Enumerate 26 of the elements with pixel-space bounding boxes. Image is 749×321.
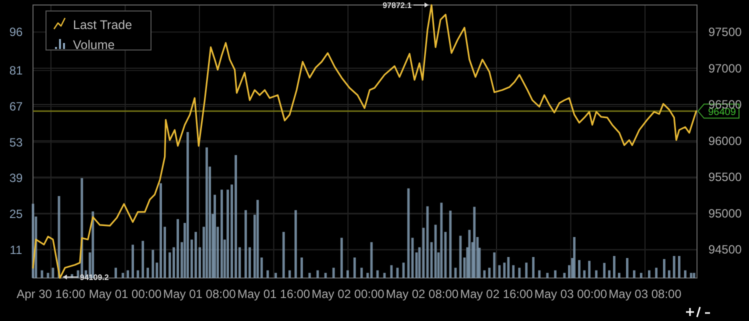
y2-tick-label: 94500 (708, 242, 742, 257)
y2-tick-label: 95500 (708, 170, 742, 184)
x-tick-label: Apr 30 16:00 (16, 287, 86, 301)
y-tick-label: 25 (9, 206, 23, 221)
y2-tick-label: 97500 (708, 24, 742, 39)
x-tick-label: May 02 00:00 (312, 287, 385, 301)
x-tick-label: May 01 00:00 (88, 287, 162, 301)
annotation: 94109.2 (80, 273, 110, 282)
y2-tick-label: 97000 (708, 61, 742, 76)
y-tick-label: 96 (9, 25, 23, 40)
annotation: 97872.1 (382, 1, 412, 10)
x-tick-label: May 02 16:00 (460, 287, 534, 301)
x-tick-label: May 03 08:00 (608, 287, 682, 301)
x-tick-label: May 02 08:00 (386, 287, 459, 301)
legend-label: Last Trade (73, 18, 132, 32)
y2-tick-label: 95000 (708, 206, 742, 220)
y-tick-label: 81 (9, 64, 23, 78)
y2-tick-label: 96000 (708, 134, 742, 148)
y-tick-label: 11 (10, 242, 23, 257)
y-tick-label: 67 (9, 99, 23, 114)
x-tick-label: May 03 00:00 (534, 287, 608, 301)
x-tick-label: May 01 16:00 (237, 287, 310, 301)
y-tick-label: 53 (9, 135, 23, 150)
x-tick-label: May 01 08:00 (163, 287, 236, 301)
legend-label: Volume (73, 38, 115, 52)
y-tick-label: 39 (9, 171, 23, 186)
